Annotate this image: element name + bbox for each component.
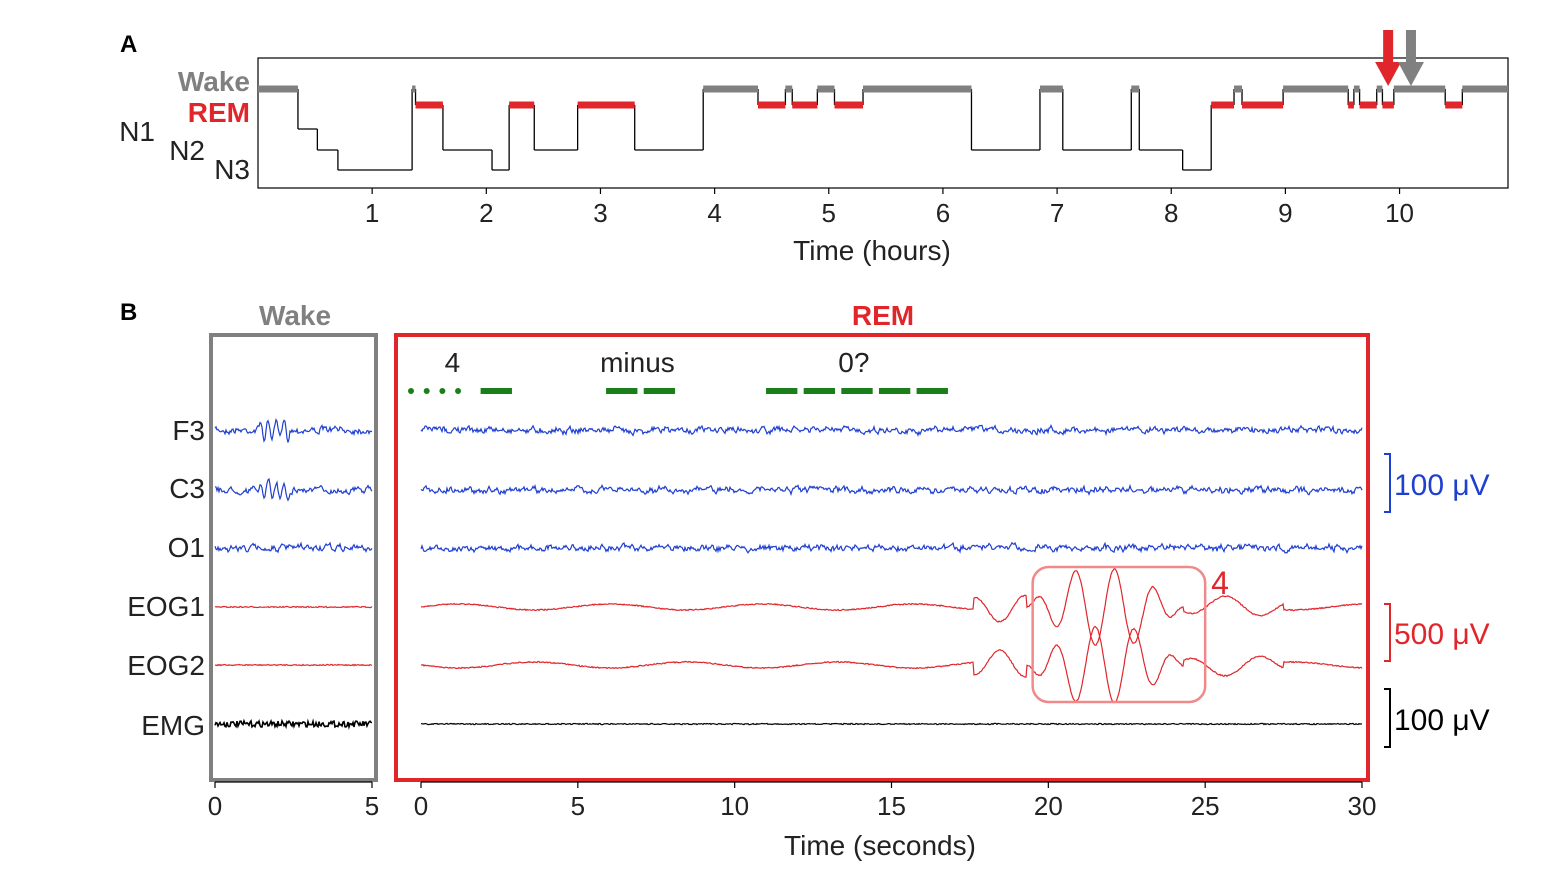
scale-bar-eeg-label: 100 μV bbox=[1394, 469, 1490, 502]
x-tick-label: 3 bbox=[593, 198, 607, 228]
x-tick-label: 6 bbox=[936, 198, 950, 228]
hypnogram-markers bbox=[1375, 30, 1424, 86]
trace-o1 bbox=[420, 541, 1363, 554]
channel-label-c3: C3 bbox=[169, 473, 205, 504]
x-tick-label: 10 bbox=[720, 791, 749, 821]
cue-dot bbox=[455, 388, 462, 394]
down-arrow-icon bbox=[1397, 30, 1424, 86]
scale-bar-eog-label: 500 μV bbox=[1394, 618, 1490, 651]
x-tick-label: 15 bbox=[877, 791, 906, 821]
trace-o1 bbox=[214, 541, 373, 554]
x-tick-label: 10 bbox=[1385, 198, 1414, 228]
down-arrow-icon bbox=[1375, 30, 1402, 86]
x-tick-label: 0 bbox=[414, 791, 428, 821]
x-tick-label: 7 bbox=[1050, 198, 1064, 228]
x-tick-label: 4 bbox=[707, 198, 721, 228]
cue-label: 0? bbox=[838, 347, 869, 378]
hypnogram-frame bbox=[257, 57, 1509, 189]
x-tick-label: 5 bbox=[571, 791, 585, 821]
x-tick-label: 30 bbox=[1348, 791, 1377, 821]
x-tick-label: 8 bbox=[1164, 198, 1178, 228]
x-tick-label: 25 bbox=[1191, 791, 1220, 821]
scale-bars: 100 μV 500 μV 100 μV bbox=[1384, 453, 1490, 748]
scale-bar-emg bbox=[1384, 688, 1391, 748]
rem-segment-frame bbox=[394, 333, 1370, 782]
channel-labels: F3 C3 O1 EOG1 EOG2 EMG bbox=[127, 415, 205, 741]
wake-segment-frame bbox=[209, 333, 378, 782]
stage-label-n1: N1 bbox=[119, 116, 155, 147]
trace-emg bbox=[420, 722, 1363, 726]
panel-a-label: A bbox=[120, 31, 137, 58]
x-tick-label: 2 bbox=[479, 198, 493, 228]
channel-label-f3: F3 bbox=[172, 415, 205, 446]
trace-f3 bbox=[420, 423, 1363, 437]
channel-label-eog2: EOG2 bbox=[127, 650, 205, 681]
stage-label-rem: REM bbox=[188, 97, 250, 128]
cue-dot bbox=[408, 388, 414, 394]
trace-f3 bbox=[214, 418, 373, 443]
cue-marks bbox=[408, 388, 948, 394]
stage-label-n3: N3 bbox=[214, 154, 250, 185]
trace-c3 bbox=[214, 477, 373, 502]
x-tick-label: 9 bbox=[1278, 198, 1292, 228]
segment-title-rem: REM bbox=[852, 300, 914, 331]
stage-label-n2: N2 bbox=[169, 135, 205, 166]
signal-traces bbox=[214, 418, 1363, 730]
channel-label-emg: EMG bbox=[141, 710, 205, 741]
x-tick-label: 0 bbox=[208, 791, 222, 821]
eye-movement-label: 4 bbox=[1211, 565, 1229, 601]
cue-dot bbox=[439, 388, 446, 394]
channel-label-eog1: EOG1 bbox=[127, 591, 205, 622]
eye-movement-box bbox=[1031, 565, 1207, 704]
trace-emg bbox=[214, 718, 373, 730]
cue-labels: 4 minus 0? bbox=[445, 347, 870, 378]
signal-x-ticks: 0 5 0 5 10 15 20 25 30 bbox=[208, 781, 1377, 821]
x-tick-label: 20 bbox=[1034, 791, 1063, 821]
hypnogram-x-ticks: 1 2 3 4 5 6 7 8 9 10 bbox=[365, 188, 1414, 228]
signal-x-label: Time (seconds) bbox=[784, 830, 976, 861]
scale-bar-eog bbox=[1384, 603, 1391, 662]
stage-labels: Wake REM N1 N2 N3 bbox=[119, 66, 250, 185]
trace-eog2 bbox=[214, 663, 373, 667]
x-tick-label: 1 bbox=[365, 198, 379, 228]
segment-title-wake: Wake bbox=[259, 300, 331, 331]
panel-b-label: B bbox=[120, 299, 137, 326]
trace-c3 bbox=[420, 483, 1363, 497]
scale-bar-emg-label: 100 μV bbox=[1394, 704, 1490, 737]
channel-label-o1: O1 bbox=[168, 532, 205, 563]
x-tick-label: 5 bbox=[822, 198, 836, 228]
cue-label: 4 bbox=[445, 347, 461, 378]
hypnogram-x-label: Time (hours) bbox=[793, 235, 951, 266]
scale-bar-eeg bbox=[1384, 453, 1391, 513]
trace-eog1 bbox=[214, 605, 373, 609]
cue-dot bbox=[423, 388, 430, 394]
trace-eog2 bbox=[420, 625, 1363, 704]
cue-label: minus bbox=[600, 347, 675, 378]
hypnogram-plot bbox=[258, 85, 1508, 171]
x-tick-label: 5 bbox=[365, 791, 379, 821]
stage-label-wake: Wake bbox=[178, 66, 250, 97]
